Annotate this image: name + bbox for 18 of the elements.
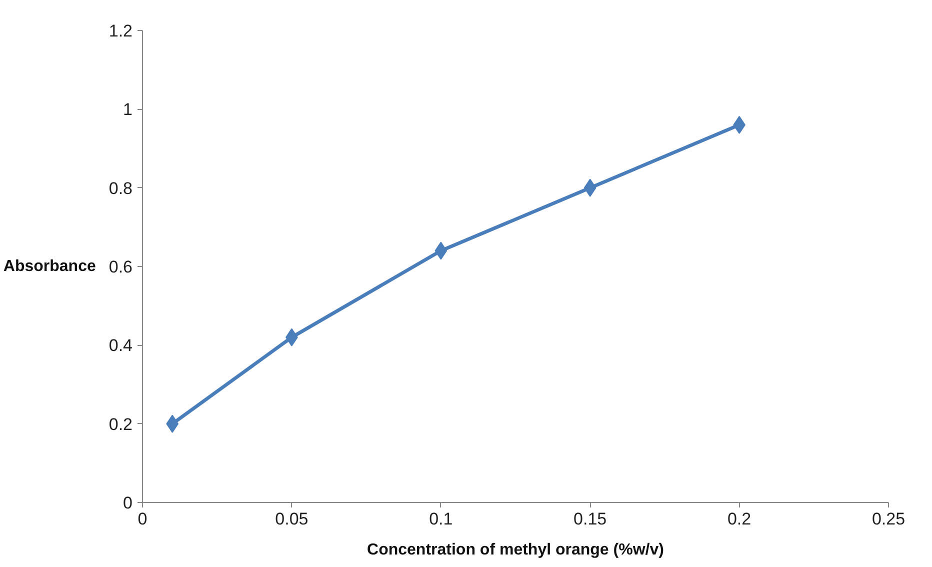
x-tick-label: 0.2	[727, 510, 752, 528]
x-tick-label: 0	[138, 510, 148, 528]
y-tick-label: 0.8	[108, 178, 133, 198]
y-tick-label: 0.6	[108, 258, 133, 276]
x-tick-label: 0.25	[872, 510, 906, 528]
y-tick-label: 0.2	[108, 414, 133, 434]
y-tick-label: 0.4	[108, 336, 133, 356]
x-tick-label: 0.15	[574, 510, 607, 528]
point	[584, 178, 596, 197]
x-axis-title: Concentration of methyl orange (%w/v)	[367, 542, 664, 558]
y-tick-label: 1	[123, 100, 133, 120]
y-axis-title: Absorbance	[3, 258, 96, 275]
x-tick-label: 0.1	[429, 510, 453, 528]
y-tick-label: 0	[123, 494, 133, 512]
point	[166, 414, 179, 433]
y-tick-label: 1.2	[108, 22, 133, 40]
x-tick-label: 0.05	[275, 510, 308, 528]
point	[434, 242, 448, 260]
